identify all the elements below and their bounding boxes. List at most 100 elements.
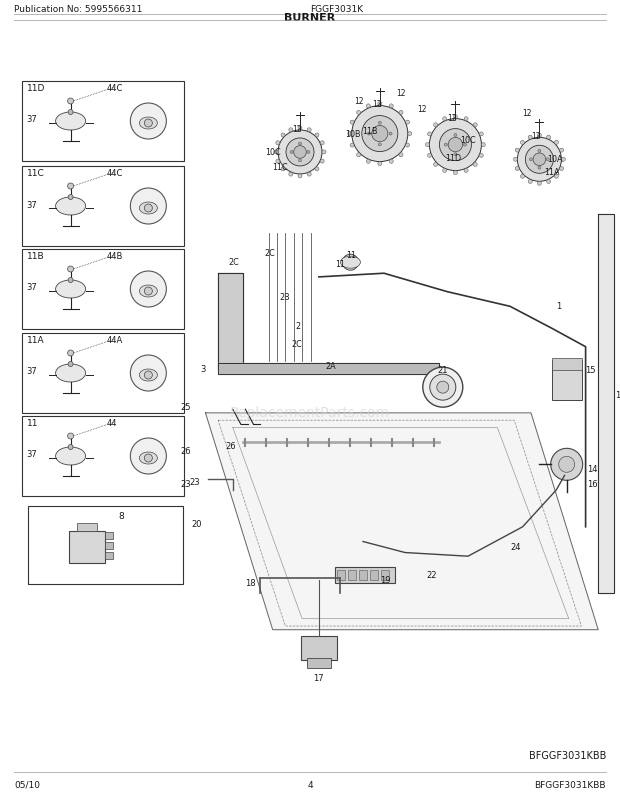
Circle shape xyxy=(348,132,352,136)
Text: 11D: 11D xyxy=(445,153,461,162)
Circle shape xyxy=(389,105,393,109)
Circle shape xyxy=(433,124,438,128)
Circle shape xyxy=(538,167,541,170)
Polygon shape xyxy=(218,363,438,375)
Circle shape xyxy=(454,134,457,137)
Text: 47: 47 xyxy=(139,290,149,299)
Text: 26: 26 xyxy=(180,447,191,456)
Circle shape xyxy=(342,255,358,271)
Circle shape xyxy=(440,129,471,161)
Text: 11B: 11B xyxy=(27,252,45,261)
Circle shape xyxy=(389,133,392,136)
Circle shape xyxy=(68,195,73,200)
Bar xyxy=(105,533,113,539)
Text: 19: 19 xyxy=(379,575,390,584)
Circle shape xyxy=(378,144,381,147)
Text: 11: 11 xyxy=(335,260,345,269)
Text: BURNER: BURNER xyxy=(285,13,335,23)
Text: 1: 1 xyxy=(556,302,562,311)
Circle shape xyxy=(538,182,541,186)
Circle shape xyxy=(276,160,280,164)
Text: 37: 37 xyxy=(26,283,37,292)
Circle shape xyxy=(68,267,74,273)
Circle shape xyxy=(68,184,74,190)
Text: 12: 12 xyxy=(292,125,301,134)
Ellipse shape xyxy=(56,198,86,216)
Circle shape xyxy=(350,121,354,125)
Circle shape xyxy=(68,99,74,105)
Circle shape xyxy=(528,180,532,184)
Circle shape xyxy=(378,103,382,107)
Circle shape xyxy=(356,154,361,157)
Circle shape xyxy=(307,173,311,177)
Circle shape xyxy=(445,144,447,147)
Text: 13: 13 xyxy=(615,391,620,399)
Circle shape xyxy=(320,160,324,164)
Text: 4: 4 xyxy=(307,780,313,789)
Circle shape xyxy=(464,169,468,173)
Circle shape xyxy=(352,107,408,162)
Text: BFGGF3031KBB: BFGGF3031KBB xyxy=(534,780,606,789)
Bar xyxy=(337,570,345,580)
Circle shape xyxy=(144,119,153,128)
Circle shape xyxy=(546,159,549,161)
Circle shape xyxy=(320,142,324,146)
Text: 44C: 44C xyxy=(106,168,123,178)
Circle shape xyxy=(529,159,533,161)
Circle shape xyxy=(144,288,153,296)
Polygon shape xyxy=(205,413,598,630)
Circle shape xyxy=(453,115,458,119)
Bar xyxy=(22,334,184,414)
Text: 11D: 11D xyxy=(27,84,45,93)
Text: 12: 12 xyxy=(418,105,427,114)
Text: 44B: 44B xyxy=(106,252,123,261)
Circle shape xyxy=(276,142,280,146)
Bar xyxy=(28,506,183,585)
Text: 10C: 10C xyxy=(461,136,476,144)
Text: 37: 37 xyxy=(26,367,37,376)
Text: 2C: 2C xyxy=(264,248,275,257)
Circle shape xyxy=(294,147,306,159)
Ellipse shape xyxy=(140,370,157,382)
Text: 2C: 2C xyxy=(291,340,303,349)
Circle shape xyxy=(315,168,319,172)
Text: 18: 18 xyxy=(245,578,255,588)
Text: 2C: 2C xyxy=(228,258,239,267)
Ellipse shape xyxy=(140,452,157,464)
Ellipse shape xyxy=(56,281,86,298)
Text: 37: 37 xyxy=(26,200,37,209)
Bar xyxy=(22,249,184,330)
Circle shape xyxy=(315,134,319,138)
Circle shape xyxy=(278,131,322,175)
Text: 44: 44 xyxy=(106,419,117,427)
Text: FGGF3031K: FGGF3031K xyxy=(310,5,363,14)
Circle shape xyxy=(322,151,326,155)
Text: 25: 25 xyxy=(180,403,191,411)
Text: 44C: 44C xyxy=(106,84,123,93)
Text: 12: 12 xyxy=(355,96,364,105)
Circle shape xyxy=(515,149,519,153)
Circle shape xyxy=(428,132,432,136)
Text: 05/10: 05/10 xyxy=(14,780,40,789)
Bar xyxy=(105,542,113,549)
Circle shape xyxy=(68,433,74,439)
Polygon shape xyxy=(218,274,243,369)
Text: 16: 16 xyxy=(587,480,597,488)
Text: 24: 24 xyxy=(511,542,521,552)
Circle shape xyxy=(362,116,398,152)
Circle shape xyxy=(464,118,468,122)
Text: 23: 23 xyxy=(180,480,191,488)
Bar xyxy=(22,167,184,247)
Circle shape xyxy=(68,445,73,450)
Text: 47: 47 xyxy=(139,374,149,383)
Text: 11C: 11C xyxy=(272,163,288,172)
Circle shape xyxy=(68,350,74,357)
Circle shape xyxy=(298,160,301,163)
Circle shape xyxy=(68,111,73,115)
Bar xyxy=(370,570,378,580)
Text: 11A: 11A xyxy=(27,335,45,345)
Text: 44A: 44A xyxy=(106,335,123,345)
Circle shape xyxy=(389,160,393,164)
Circle shape xyxy=(356,111,361,115)
Text: 47: 47 xyxy=(139,123,149,132)
